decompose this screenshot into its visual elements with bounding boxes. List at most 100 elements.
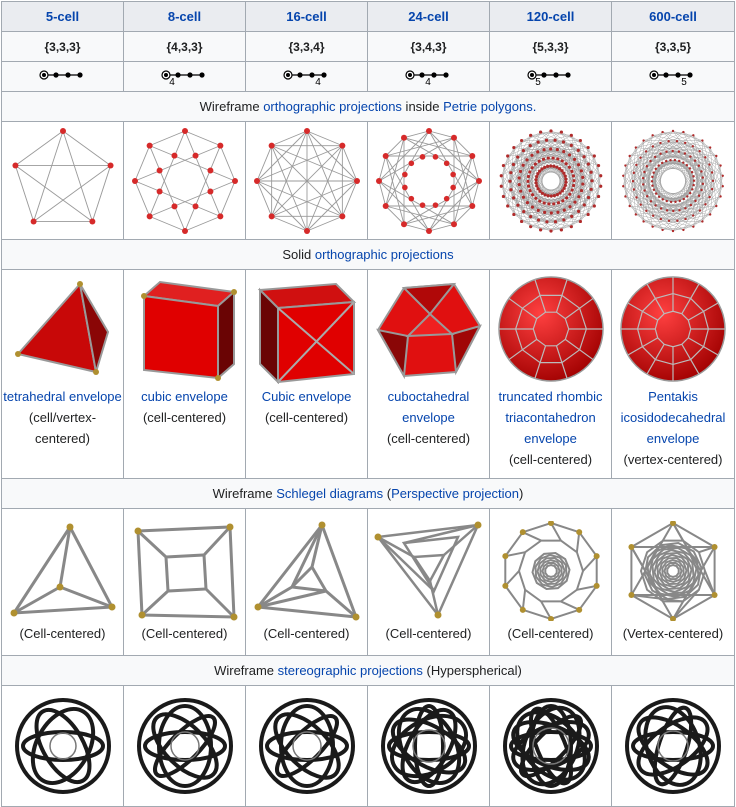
petrie-projection-8-cell-image[interactable]	[129, 125, 241, 237]
schlegel-5-cell-image[interactable]	[8, 521, 118, 621]
coxeter-diagram-icon[interactable]: 5	[648, 68, 698, 86]
link-16-cell[interactable]: 16-cell	[286, 9, 326, 24]
solid-cell: truncated rhombic triacontahedron envelo…	[490, 270, 612, 479]
coxeter-diagram-cell: 4	[124, 62, 246, 92]
schlegel-120-cell-image[interactable]	[496, 521, 606, 621]
schlegel-cell: (Cell-centered)	[490, 509, 612, 656]
coxeter-diagram-icon[interactable]	[38, 68, 88, 86]
section-header-solid-ortho: Solid orthographic projections	[2, 240, 735, 270]
ortho-image-cell	[612, 122, 735, 240]
petrie-projection-24-cell-image[interactable]	[373, 125, 485, 237]
schlafli-120-cell: {5,3,3}	[490, 32, 612, 62]
link-8-cell[interactable]: 8-cell	[168, 9, 201, 24]
link-truncated-rhombic-triacontahedron[interactable]: truncated rhombic triacontahedron envelo…	[498, 389, 602, 446]
schlegel-600-cell-image[interactable]	[618, 521, 728, 621]
link-tetrahedral-envelope[interactable]: tetrahedral envelope	[3, 389, 122, 404]
stereographic-600-cell-image[interactable]	[617, 690, 729, 802]
cubic-envelope-image[interactable]	[130, 274, 240, 384]
svg-text:5: 5	[681, 77, 687, 86]
coxeter-diagram-icon[interactable]: 5	[526, 68, 576, 86]
truncated-rhombic-triacontahedron-image[interactable]	[496, 274, 606, 384]
schlegel-cell: (Cell-centered)	[2, 509, 124, 656]
ortho-image-cell	[2, 122, 124, 240]
schlegel-cell: (Cell-centered)	[368, 509, 490, 656]
solid-cell: cuboctahedral envelope(cell-centered)	[368, 270, 490, 479]
stereographic-5-cell-image[interactable]	[7, 690, 119, 802]
link-solid-orthographic-projections[interactable]: orthographic projections	[315, 247, 454, 262]
schlegel-24-cell-image[interactable]	[374, 521, 484, 621]
cubic-envelope-16-cell-image[interactable]	[252, 274, 362, 384]
coxeter-diagram-cell	[2, 62, 124, 92]
stereo-cell	[246, 686, 368, 807]
ortho-image-cell	[246, 122, 368, 240]
col-header-600-cell: 600-cell	[612, 2, 735, 32]
stereographic-8-cell-image[interactable]	[129, 690, 241, 802]
schlegel-caption: (Vertex-centered)	[612, 623, 734, 644]
coxeter-diagram-icon[interactable]: 4	[282, 68, 332, 86]
section-header-stereographic: Wireframe stereographic projections (Hyp…	[2, 656, 735, 686]
link-120-cell[interactable]: 120-cell	[527, 9, 575, 24]
section-header-wireframe-ortho: Wireframe orthographic projections insid…	[2, 92, 735, 122]
coxeter-diagram-icon[interactable]: 4	[160, 68, 210, 86]
solid-cell: Cubic envelope(cell-centered)	[246, 270, 368, 479]
schlegel-caption: (Cell-centered)	[124, 623, 245, 644]
solid-cell: tetrahedral envelope(cell/vertex-centere…	[2, 270, 124, 479]
stereo-cell	[490, 686, 612, 807]
ortho-image-cell	[124, 122, 246, 240]
coxeter-diagram-cell: 4	[246, 62, 368, 92]
link-600-cell[interactable]: 600-cell	[649, 9, 697, 24]
pentakis-icosidodecahedral-image[interactable]	[618, 274, 728, 384]
link-cuboctahedral-envelope[interactable]: cuboctahedral envelope	[388, 389, 470, 425]
petrie-projection-5-cell-image[interactable]	[7, 125, 119, 237]
solid-cell: cubic envelope(cell-centered)	[124, 270, 246, 479]
schlegel-caption: (Cell-centered)	[368, 623, 489, 644]
solid-cell: Pentakis icosidodecahedral envelope(vert…	[612, 270, 735, 479]
col-header-16-cell: 16-cell	[246, 2, 368, 32]
link-cubic-envelope[interactable]: cubic envelope	[141, 389, 228, 404]
stereographic-24-cell-image[interactable]	[373, 690, 485, 802]
svg-text:5: 5	[535, 77, 541, 86]
ortho-image-cell	[368, 122, 490, 240]
coxeter-diagram-icon[interactable]: 4	[404, 68, 454, 86]
stereo-cell	[612, 686, 735, 807]
schlegel-caption: (Cell-centered)	[246, 623, 367, 644]
link-5-cell[interactable]: 5-cell	[46, 9, 79, 24]
stereo-cell	[124, 686, 246, 807]
schlegel-cell: (Cell-centered)	[246, 509, 368, 656]
coxeter-diagram-cell: 4	[368, 62, 490, 92]
coxeter-diagram-cell: 5	[490, 62, 612, 92]
link-24-cell[interactable]: 24-cell	[408, 9, 448, 24]
link-pentakis-icosidodecahedral[interactable]: Pentakis icosidodecahedral envelope	[621, 389, 726, 446]
stereographic-120-cell-image[interactable]	[495, 690, 607, 802]
schlafli-24-cell: {3,4,3}	[368, 32, 490, 62]
link-stereographic-projections[interactable]: stereographic projections	[278, 663, 423, 678]
schlafli-16-cell: {3,3,4}	[246, 32, 368, 62]
schlafli-5-cell: {3,3,3}	[2, 32, 124, 62]
link-petrie-polygons[interactable]: Petrie polygons.	[443, 99, 536, 114]
schlegel-caption: (Cell-centered)	[2, 623, 123, 644]
col-header-24-cell: 24-cell	[368, 2, 490, 32]
link-orthographic-projections[interactable]: orthographic projections	[263, 99, 402, 114]
col-header-120-cell: 120-cell	[490, 2, 612, 32]
stereo-cell	[2, 686, 124, 807]
link-perspective-projection[interactable]: Perspective projection	[391, 486, 519, 501]
ortho-image-cell	[490, 122, 612, 240]
tetrahedral-envelope-image[interactable]	[8, 274, 118, 384]
svg-text:4: 4	[425, 77, 431, 86]
schlegel-16-cell-image[interactable]	[252, 521, 362, 621]
schlafli-8-cell: {4,3,3}	[124, 32, 246, 62]
svg-text:4: 4	[315, 77, 321, 86]
petrie-projection-120-cell-image[interactable]	[495, 125, 607, 237]
col-header-8-cell: 8-cell	[124, 2, 246, 32]
link-schlegel-diagrams[interactable]: Schlegel diagrams	[276, 486, 383, 501]
link-cubic-envelope-2[interactable]: Cubic envelope	[262, 389, 352, 404]
petrie-projection-600-cell-image[interactable]	[617, 125, 729, 237]
schlegel-cell: (Cell-centered)	[124, 509, 246, 656]
cuboctahedral-envelope-image[interactable]	[374, 274, 484, 384]
petrie-projection-16-cell-image[interactable]	[251, 125, 363, 237]
stereo-cell	[368, 686, 490, 807]
schlegel-8-cell-image[interactable]	[130, 521, 240, 621]
schlegel-caption: (Cell-centered)	[490, 623, 611, 644]
stereographic-16-cell-image[interactable]	[251, 690, 363, 802]
